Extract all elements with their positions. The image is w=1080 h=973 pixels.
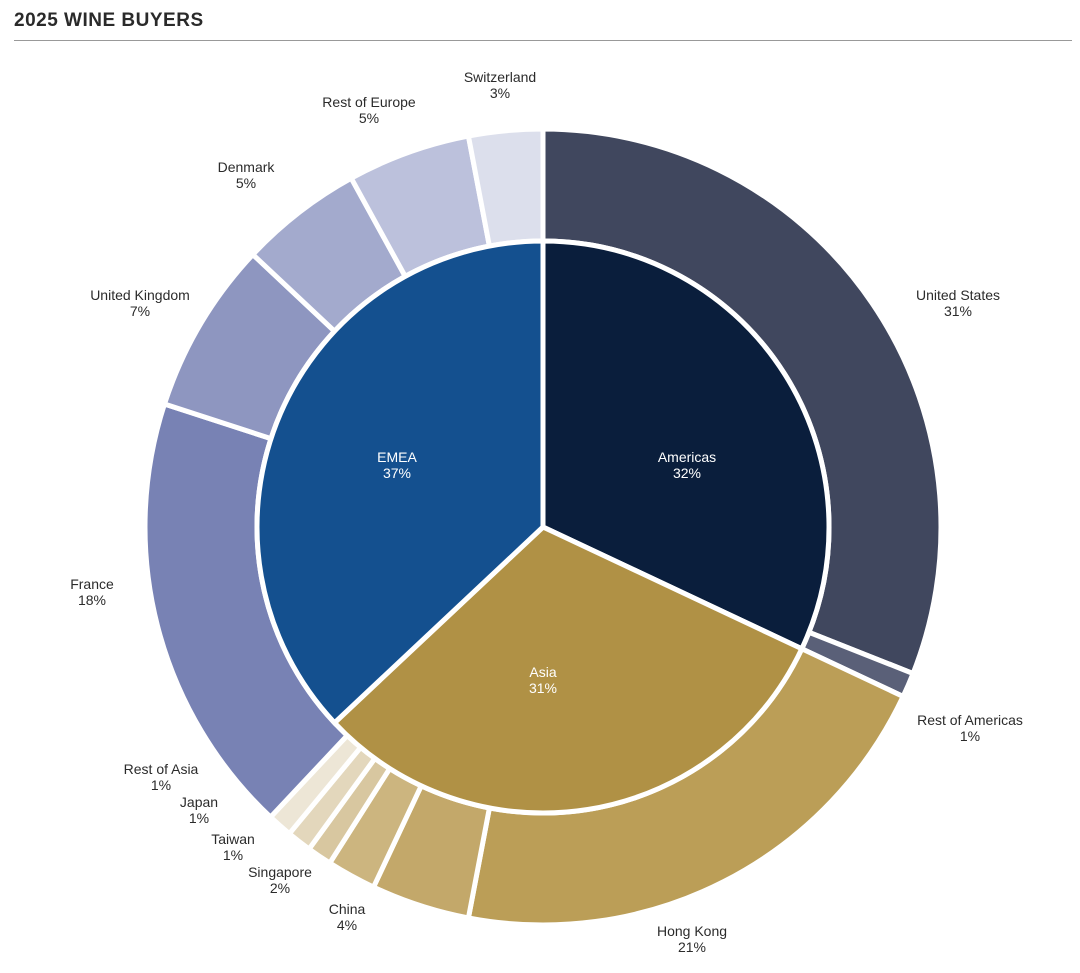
inner-slice-asia bbox=[330, 524, 806, 816]
outer-label-rest-of-europe: Rest of Europe 5% bbox=[322, 94, 416, 126]
inner-slice-emea bbox=[254, 238, 546, 727]
inner-slice-americas bbox=[540, 238, 832, 653]
outer-label-rest-of-asia: Rest of Asia 1% bbox=[124, 761, 199, 793]
outer-label-denmark: Denmark 5% bbox=[218, 159, 276, 191]
outer-label-hong-kong: Hong Kong 21% bbox=[657, 923, 727, 955]
page-title: 2025 WINE BUYERS bbox=[14, 10, 204, 31]
outer-label-france: France 18% bbox=[70, 576, 114, 608]
outer-label-singapore: Singapore 2% bbox=[248, 864, 312, 896]
outer-label-taiwan: Taiwan 1% bbox=[211, 831, 255, 863]
outer-label-united-states: United States 31% bbox=[916, 287, 1000, 319]
labels-layer: United States 31% Rest of Americas 1% Hong K… bbox=[70, 69, 1023, 955]
outer-label-japan: Japan 1% bbox=[180, 794, 218, 826]
inner-label-asia: Asia 31% bbox=[529, 664, 557, 696]
inner-ring bbox=[254, 238, 832, 816]
title-divider bbox=[14, 40, 1072, 41]
outer-ring bbox=[142, 126, 944, 928]
outer-label-rest-of-americas: Rest of Americas 1% bbox=[917, 712, 1023, 744]
inner-label-emea: EMEA 37% bbox=[377, 449, 417, 481]
outer-label-china: China 4% bbox=[329, 901, 366, 933]
inner-label-americas: Americas 32% bbox=[658, 449, 716, 481]
outer-label-switzerland: Switzerland 3% bbox=[464, 69, 536, 101]
outer-label-united-kingdom: United Kingdom 7% bbox=[90, 287, 190, 319]
